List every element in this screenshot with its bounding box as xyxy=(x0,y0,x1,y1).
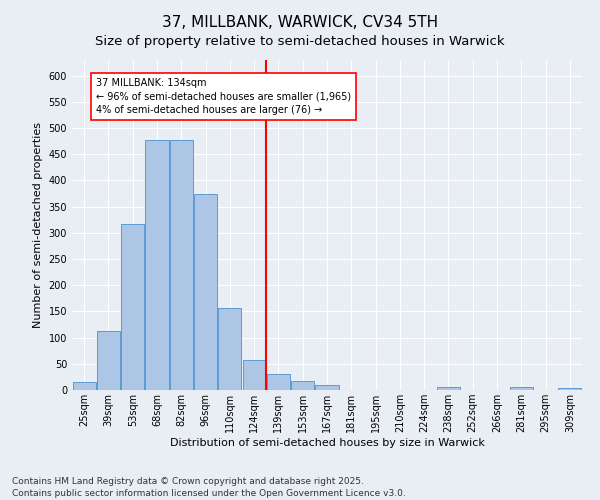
Bar xyxy=(291,381,314,390)
Bar xyxy=(170,140,193,390)
Text: Contains HM Land Registry data © Crown copyright and database right 2025.
Contai: Contains HM Land Registry data © Crown c… xyxy=(12,476,406,498)
Bar xyxy=(242,360,266,390)
Bar xyxy=(218,308,241,390)
X-axis label: Distribution of semi-detached houses by size in Warwick: Distribution of semi-detached houses by … xyxy=(170,438,484,448)
Bar xyxy=(145,140,169,390)
Bar xyxy=(73,382,95,390)
Bar xyxy=(194,194,217,390)
Bar xyxy=(97,331,120,390)
Bar xyxy=(510,388,533,390)
Bar xyxy=(316,385,338,390)
Text: 37 MILLBANK: 134sqm
← 96% of semi-detached houses are smaller (1,965)
4% of semi: 37 MILLBANK: 134sqm ← 96% of semi-detach… xyxy=(96,78,352,114)
Bar xyxy=(121,224,144,390)
Text: 37, MILLBANK, WARWICK, CV34 5TH: 37, MILLBANK, WARWICK, CV34 5TH xyxy=(162,15,438,30)
Y-axis label: Number of semi-detached properties: Number of semi-detached properties xyxy=(33,122,43,328)
Bar xyxy=(559,388,581,390)
Text: Size of property relative to semi-detached houses in Warwick: Size of property relative to semi-detach… xyxy=(95,35,505,48)
Bar xyxy=(437,388,460,390)
Bar xyxy=(267,374,290,390)
